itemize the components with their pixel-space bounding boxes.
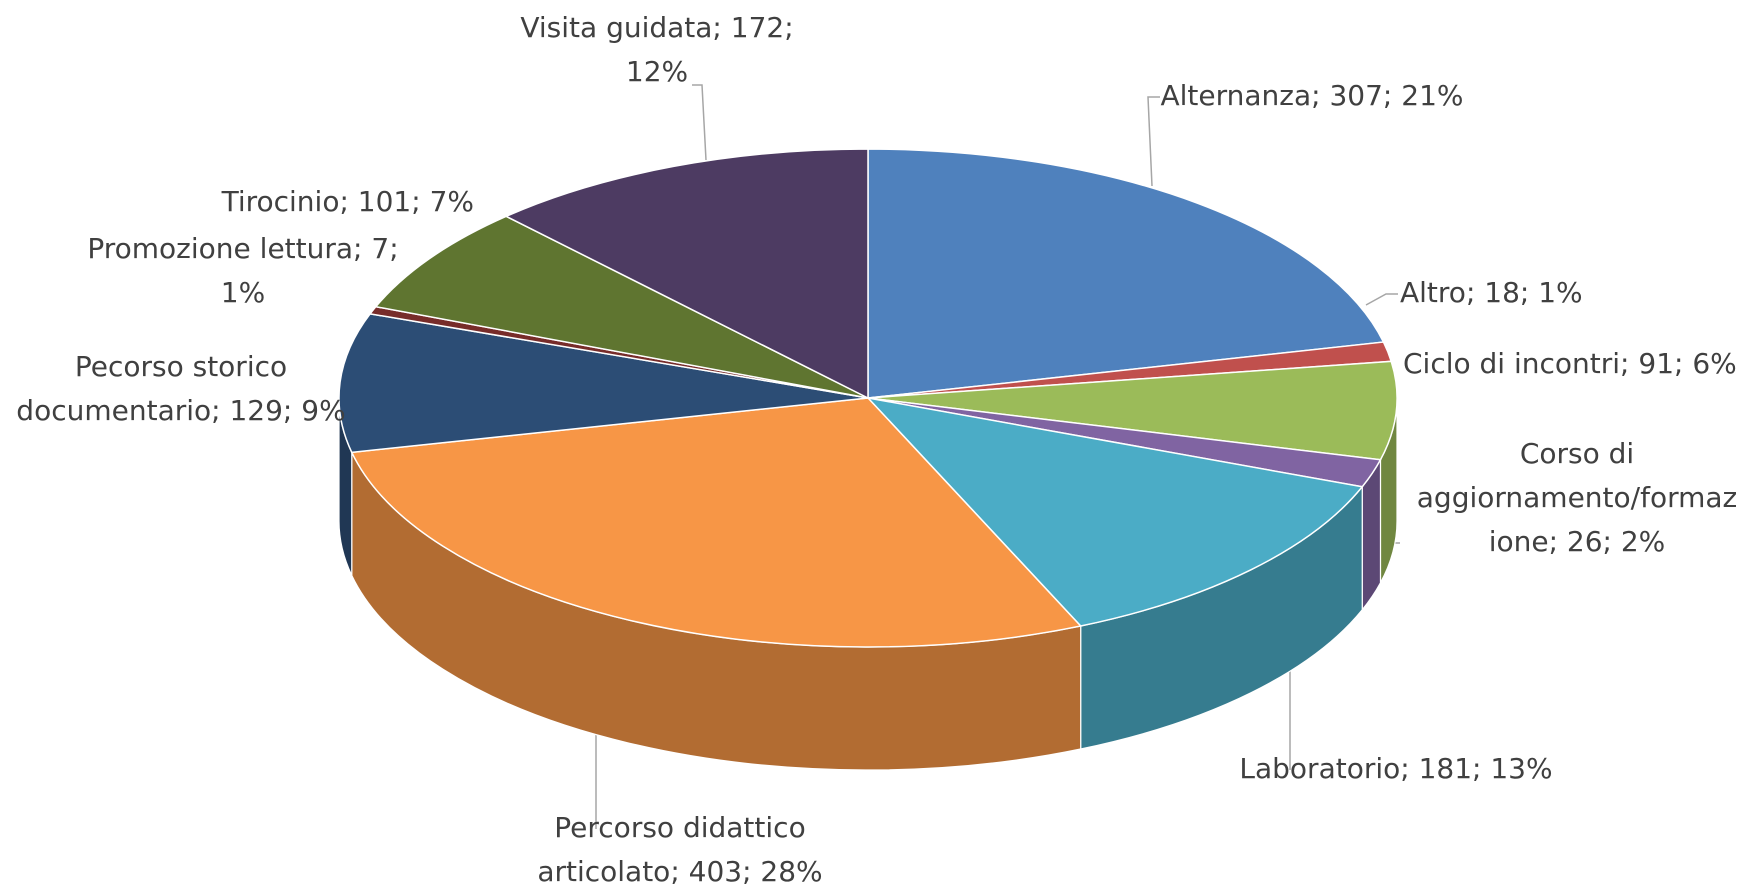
data-label: documentario; 129; 9% [16, 394, 345, 427]
data-label: Alternanza; 307; 21% [1160, 79, 1463, 112]
data-label: Percorso didattico [554, 811, 805, 844]
data-label: Laboratorio; 181; 13% [1239, 752, 1552, 785]
data-label: Promozione lettura; 7; [87, 232, 398, 265]
data-label: Corso di [1520, 437, 1634, 470]
data-label: 1% [221, 276, 265, 309]
slice [865, 396, 1364, 627]
data-label: Visita guidata; 172; [520, 11, 793, 44]
data-label: articolato; 403; 28% [537, 855, 822, 888]
slice [374, 215, 869, 399]
data-label: aggiornamento/formaz [1417, 481, 1737, 514]
data-label: ione; 26; 2% [1489, 525, 1666, 558]
slice [867, 360, 1398, 461]
slice [338, 313, 869, 454]
pie-tops [338, 148, 1398, 648]
data-label: 12% [626, 55, 688, 88]
data-label: Pecorso storico [75, 350, 287, 383]
data-label: Altro; 18; 1% [1400, 276, 1583, 309]
slice [504, 148, 869, 400]
slice [350, 397, 1083, 648]
slice [867, 148, 1385, 399]
data-label: Ciclo di incontri; 91; 6% [1403, 347, 1737, 380]
data-label: Tirocinio; 101; 7% [221, 185, 474, 218]
